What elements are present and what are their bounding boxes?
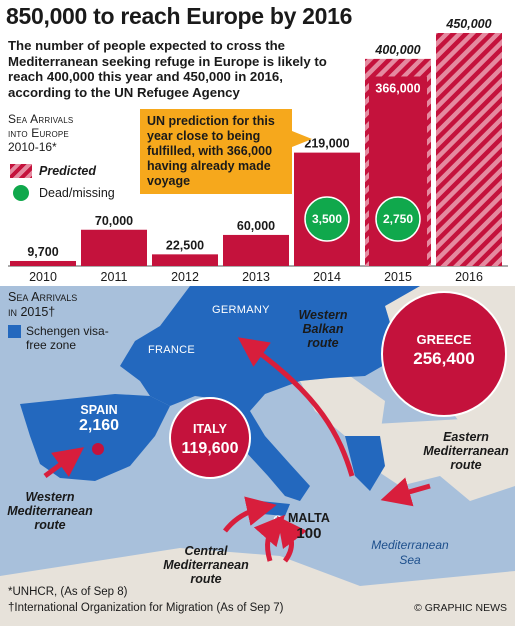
tick-label-2012: 2012 xyxy=(171,270,199,284)
bar-2010 xyxy=(10,260,76,266)
spain-bubble xyxy=(92,443,104,455)
north-africa-land xyxy=(0,548,515,626)
italy-value: 119,600 xyxy=(181,440,239,457)
value-label-2014: 219,000 xyxy=(304,137,349,151)
western-balkan-label: Western Balkan route xyxy=(298,308,348,350)
bar-2012 xyxy=(152,254,218,266)
legend-predicted-label: Predicted xyxy=(39,164,96,178)
legend-predicted: Predicted xyxy=(10,160,115,182)
dead-label-2015: 2,750 xyxy=(383,212,413,226)
sea-arrivals-map: Sea Arrivals in 2015† Schengen visa-free… xyxy=(0,286,515,626)
dead-circle-2014 xyxy=(304,196,350,242)
route-eastern-med xyxy=(380,477,431,507)
tick-label-2013: 2013 xyxy=(242,270,270,284)
route-western-med xyxy=(43,447,85,479)
map-graphic xyxy=(0,286,515,626)
bar-2011 xyxy=(81,229,147,266)
route-central-med-2 xyxy=(253,514,285,562)
value-label-2010: 9,700 xyxy=(27,245,58,259)
tick-label-2016: 2016 xyxy=(455,270,483,284)
bar-2013 xyxy=(223,234,289,266)
bar-predicted-2016 xyxy=(436,33,502,266)
value-label-2015: 366,000 xyxy=(375,81,420,95)
sicily xyxy=(260,501,290,516)
italy-name: ITALY xyxy=(192,422,228,436)
greece-land xyxy=(345,436,385,491)
tick-label-2010: 2010 xyxy=(29,270,57,284)
arrivals-bar-chart: 9,700 2010 70,000 2011 22,500 2012 60,000 2013 2… xyxy=(8,17,508,284)
predicted-swatch xyxy=(10,164,32,178)
tick-label-2015: 2015 xyxy=(384,270,412,284)
un-prediction-callout: UN prediction for this year close to bei… xyxy=(140,109,312,194)
route-central-med-3 xyxy=(277,515,307,563)
spain-label: SPAIN 2,160 xyxy=(64,402,134,434)
italy-label: ITALY 119,600 xyxy=(170,420,250,458)
mediterranean-sea-label: Mediterranean Sea xyxy=(371,538,449,567)
chart-legend: Predicted Dead/missing xyxy=(10,160,115,204)
greece-bubble xyxy=(381,291,507,417)
malta-marker xyxy=(273,515,283,525)
chart-label: Sea Arrivals into Europe 2010-16* xyxy=(8,112,73,154)
value-label-2013: 60,000 xyxy=(237,219,275,233)
greece-label: GREECE 256,400 xyxy=(394,330,494,368)
malta-name: MALTA xyxy=(288,511,330,525)
spain-value: 2,160 xyxy=(78,417,120,434)
malta-value: 100 xyxy=(296,525,322,542)
route-western-balkan xyxy=(237,337,355,477)
greece-value: 256,400 xyxy=(413,349,475,368)
dead-swatch xyxy=(13,185,29,201)
tick-label-2011: 2011 xyxy=(101,270,128,284)
malta-label: MALTA 100 xyxy=(288,510,330,542)
legend-dead: Dead/missing xyxy=(10,182,115,204)
map-label: Sea Arrivals in 2015† xyxy=(8,290,77,320)
route-central-med-1 xyxy=(223,496,277,533)
schengen-legend: Schengen visa-free zone xyxy=(8,324,126,352)
schengen-legend-label: Schengen visa-free zone xyxy=(26,324,109,352)
value-label-2012: 22,500 xyxy=(166,238,204,252)
greece-name: GREECE xyxy=(416,332,472,347)
eastern-med-label: Eastern Mediterranean route xyxy=(423,430,509,472)
footnote-iom: †International Organization for Migratio… xyxy=(8,602,284,614)
headline: 850,000 to reach Europe by 2016 xyxy=(6,3,353,29)
map-label-line2: in 2015† xyxy=(8,305,56,319)
predicted-label-2015: 400,000 xyxy=(374,43,420,57)
dead-circle-2015 xyxy=(375,196,421,242)
schengen-swatch xyxy=(8,325,21,338)
tick-label-2014: 2014 xyxy=(313,270,341,284)
dead-label-2014: 3,500 xyxy=(312,212,342,226)
turkey-land xyxy=(340,416,515,501)
legend-dead-label: Dead/missing xyxy=(39,186,115,200)
predicted-label-2016: 450,000 xyxy=(445,17,491,31)
spain-name: SPAIN xyxy=(80,403,118,417)
central-med-label: Central Mediterranean route xyxy=(163,544,249,586)
map-label-line1: Sea Arrivals xyxy=(8,290,78,304)
credit: © GRAPHIC NEWS xyxy=(414,602,507,614)
chart-label-line1: Sea Arrivals xyxy=(8,112,74,126)
chart-label-line2: into Europe xyxy=(8,126,69,140)
western-med-label: Western Mediterranean route xyxy=(7,490,93,532)
balkans-land xyxy=(300,376,385,436)
intro-text: The number of people expected to cross t… xyxy=(8,38,327,100)
germany-label: GERMANY xyxy=(212,304,270,316)
value-label-2011: 70,000 xyxy=(95,214,133,228)
chart-label-line3: 2010-16* xyxy=(8,140,57,154)
italy-bubble xyxy=(169,397,251,479)
france-label: FRANCE xyxy=(148,344,196,356)
footnote-unhcr: *UNHCR, (As of Sep 8) xyxy=(8,586,128,598)
